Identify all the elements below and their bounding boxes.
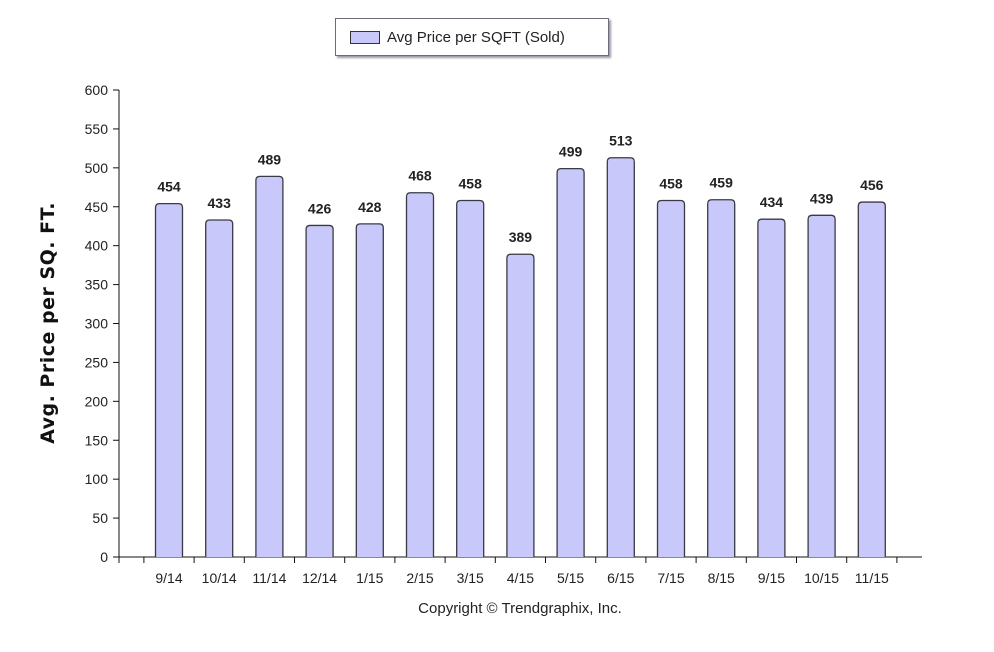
bar-8-15 (707, 199, 736, 557)
bar-10-15 (807, 214, 836, 557)
x-tick-label: 7/15 (657, 570, 684, 586)
x-tick-label: 2/15 (406, 570, 433, 586)
bar-1-15 (355, 223, 384, 557)
x-tick-label: 8/15 (708, 570, 735, 586)
x-axis: 9/14 10/14 11/14 12/14 1/15 2/15 3/15 4/15 5/15 6… (113, 556, 922, 586)
y-tick-label: 350 (85, 277, 109, 293)
bar-10-14 (205, 219, 234, 557)
y-tick-label: 400 (85, 238, 109, 254)
copyright-text: Copyright © Trendgraphix, Inc. (418, 600, 622, 617)
bar-9-15 (757, 218, 786, 557)
bar-11-15 (857, 201, 886, 557)
x-tick-label: 6/15 (607, 570, 634, 586)
legend-label: Avg Price per SQFT (Sold) (387, 28, 565, 46)
y-tick-label: 600 (85, 82, 109, 98)
x-tick-label: 12/14 (302, 570, 337, 586)
x-tick-label: 9/14 (155, 570, 182, 586)
bar-3-15 (456, 199, 485, 557)
data-label: 426 (308, 200, 332, 216)
y-tick-label: 100 (85, 471, 109, 487)
bar-2-15 (405, 192, 435, 557)
data-label: 489 (258, 151, 282, 167)
x-tick-label: 10/14 (202, 570, 237, 586)
value-labels-group: 454 433 489 426 428 468 458 389 499 513 458 459 434 4… (157, 133, 883, 246)
x-tick-label: 9/15 (758, 570, 785, 586)
data-label: 428 (358, 199, 382, 215)
data-label: 456 (860, 177, 884, 193)
data-label: 458 (659, 176, 683, 192)
x-tick-label: 11/14 (252, 570, 286, 586)
bar-7-15 (656, 199, 686, 557)
data-label: 459 (710, 175, 734, 191)
x-tick-label: 11/15 (855, 570, 889, 586)
bar-12-14 (305, 224, 334, 557)
data-label: 433 (208, 195, 232, 211)
bar-9-14 (154, 202, 184, 557)
bar-4-15 (506, 253, 535, 557)
x-tick-label: 1/15 (356, 570, 383, 586)
data-label: 458 (459, 176, 483, 192)
y-tick-label: 150 (85, 432, 109, 448)
y-tick-label: 300 (85, 316, 109, 332)
x-tick-label: 10/15 (804, 570, 839, 586)
bar-5-15 (556, 167, 585, 557)
data-label: 513 (609, 133, 633, 149)
data-label: 454 (157, 179, 181, 195)
y-tick-label: 250 (85, 354, 109, 370)
y-tick-label: 200 (85, 393, 109, 409)
y-tick-label: 550 (85, 121, 109, 137)
bar-6-15 (606, 157, 635, 557)
y-tick-label: 0 (100, 549, 108, 565)
x-tick-label: 3/15 (457, 570, 484, 586)
data-label: 434 (760, 194, 784, 210)
bar-11-14 (255, 175, 284, 557)
data-label: 439 (810, 190, 834, 206)
y-axis: 0 50 100 150 200 250 300 350 400 450 500 550 600 (85, 82, 120, 565)
y-axis-title: Avg. Price per SQ. FT. (37, 202, 59, 444)
y-tick-label: 50 (92, 510, 108, 526)
legend-swatch (350, 30, 380, 44)
bars-group (154, 157, 886, 557)
data-label: 389 (509, 229, 533, 245)
data-label: 499 (559, 144, 583, 160)
y-tick-label: 500 (85, 160, 109, 176)
data-label: 468 (408, 168, 432, 184)
x-tick-label: 5/15 (557, 570, 584, 586)
chart-legend: Avg Price per SQFT (Sold) (335, 18, 609, 56)
y-tick-label: 450 (85, 199, 109, 215)
x-tick-label: 4/15 (507, 570, 534, 586)
